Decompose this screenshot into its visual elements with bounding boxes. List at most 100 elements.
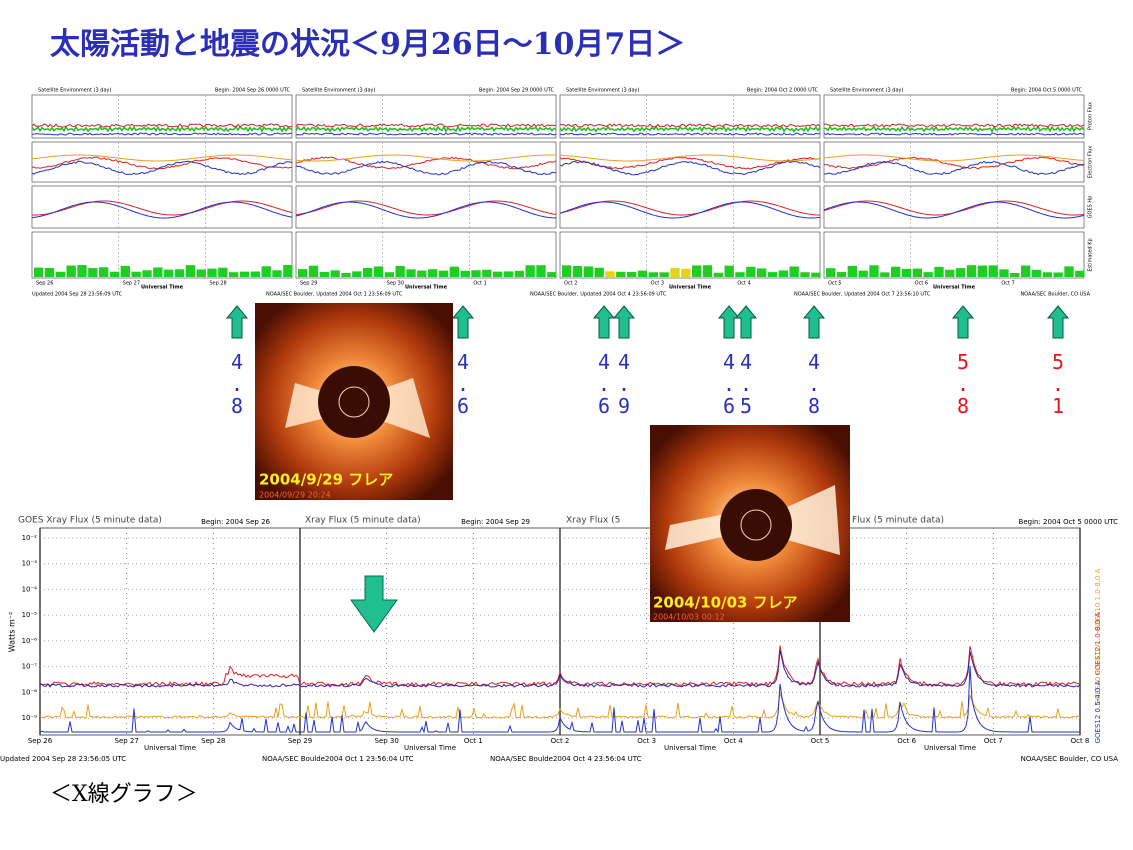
x-tick-label: Sep 26	[36, 281, 53, 287]
kp-bar	[330, 270, 340, 277]
hp-field	[295, 200, 557, 216]
subplot-frame	[559, 141, 821, 183]
kp-bar	[218, 267, 228, 277]
hp-field	[559, 200, 820, 216]
updated-note: NOAA/SEC Boulder, Updated 2004 Oct 7 23:…	[794, 292, 931, 298]
kp-bar	[724, 265, 734, 277]
kp-bar	[800, 272, 810, 277]
electron-flux	[295, 154, 557, 162]
kp-bar	[789, 266, 799, 277]
legend-entry: GOES12 1.0-8.0 A	[1094, 612, 1102, 675]
kp-bar	[977, 265, 987, 277]
up-arrow	[951, 305, 975, 339]
proton-flux	[295, 124, 557, 134]
kp-bar	[583, 266, 593, 277]
x-tick-label: Sep 29	[300, 281, 317, 287]
kp-bar	[869, 265, 879, 277]
kp-bar	[945, 269, 955, 277]
panel-title: Xray Flux (5 minute data)	[305, 516, 421, 526]
magnitude-label: 4.5	[734, 350, 758, 416]
proton-flux	[559, 132, 821, 136]
x-axis-label: Universal Time	[404, 744, 456, 752]
event-arrows	[225, 305, 1070, 339]
panel-title: Satellite Environment (3 day)	[38, 88, 112, 94]
x-tick-label: Oct 4	[724, 737, 743, 745]
panel-title: Satellite Environment (3 day)	[302, 88, 376, 94]
kp-bar	[341, 272, 351, 277]
image-caption: 2004/10/03 フレア	[653, 594, 798, 612]
updated-note: NOAA/SEC Boulder, Updated 2004 Oct 1 23:…	[266, 292, 403, 298]
sun-outline	[338, 386, 370, 418]
legend-entry: GOES12 0.5-4.0 A	[1094, 680, 1102, 743]
subplot-frame	[31, 185, 293, 229]
x-tick-label: Sep 30	[387, 281, 404, 287]
subplot-frame	[559, 231, 821, 279]
electron-flux	[823, 160, 1085, 176]
kp-bar	[438, 270, 449, 277]
kp-bar	[858, 270, 868, 277]
proton-flux	[295, 132, 557, 136]
panel-begin: Begin: 2004 Sep 29	[461, 518, 530, 526]
kp-bar	[153, 267, 163, 277]
updated-note: NOAA/SEC Boulde2004 Oct 4 23:56:04 UTC	[490, 755, 642, 763]
up-arrow	[592, 305, 616, 339]
magnitude-label: 4.6	[717, 350, 741, 416]
hp-field	[32, 200, 293, 216]
kp-bar	[319, 271, 329, 277]
kp-bar	[616, 271, 626, 277]
subplot-frame	[823, 185, 1085, 229]
kp-bar	[229, 272, 239, 277]
x-tick-label: Oct 6	[897, 737, 916, 745]
x-axis-label: Universal Time	[924, 744, 976, 752]
updated-note: NOAA/SEC Boulder, Updated 2004 Oct 4 23:…	[530, 292, 667, 298]
kp-bar	[912, 268, 922, 277]
kp-bar	[373, 266, 384, 277]
panel-begin: Begin: 2004 Oct 5 0000 UTC	[1011, 88, 1083, 94]
kp-bar	[594, 267, 604, 277]
kp-bar	[272, 270, 282, 277]
kp-bar	[384, 272, 394, 277]
x-tick-label: Sep 29	[288, 737, 312, 745]
kp-bar	[847, 265, 857, 277]
kp-bar	[471, 270, 481, 277]
down-arrow	[350, 575, 398, 633]
kp-bar	[449, 266, 459, 277]
kp-bar	[692, 265, 702, 277]
kp-bar	[1021, 265, 1031, 277]
y-tick-label: 10⁻⁴	[22, 585, 38, 593]
kp-bar	[308, 265, 319, 277]
kp-bar	[363, 267, 373, 277]
subplot-frame	[559, 185, 821, 229]
x-axis-label: Universal Time	[669, 285, 712, 291]
x-tick-label: Oct 6	[915, 281, 928, 287]
kp-bar	[298, 269, 308, 277]
kp-bar	[503, 271, 514, 277]
panel-begin: Begin: 2004 Sep 26 0000 UTC	[215, 88, 291, 94]
updated-note: Updated 2004 Sep 28 23:56:09 UTC	[32, 292, 123, 298]
kp-bar	[44, 267, 55, 277]
kp-bar	[746, 266, 756, 277]
panel-title: GOES Xray Flux (5 minute data)	[18, 516, 162, 526]
kp-bar	[261, 266, 271, 277]
up-arrow	[451, 305, 475, 339]
kp-bar	[891, 266, 901, 277]
kp-bar	[966, 265, 977, 277]
subplot-frame	[31, 231, 293, 279]
up-arrow	[717, 305, 741, 339]
panel-title: Satellite Environment (3 day)	[830, 88, 904, 94]
subplot-frame	[31, 94, 293, 139]
subplot-frame	[31, 141, 293, 183]
y-tick-label: 10⁻³	[22, 560, 38, 568]
kp-bar	[77, 265, 87, 277]
magnitude-label: 4.8	[225, 350, 249, 416]
image-timestamp: 2004/10/03 00:12	[653, 613, 725, 622]
kp-bar	[956, 268, 966, 277]
kp-bar	[250, 271, 260, 277]
proton-flux	[559, 125, 821, 133]
kp-bar	[572, 266, 583, 277]
up-arrow	[225, 305, 249, 339]
updated-note: NOAA/SEC Boulde2004 Oct 1 23:56:04 UTC	[262, 755, 414, 763]
kp-bar	[923, 272, 933, 277]
image-caption: 2004/9/29 フレア	[259, 471, 393, 489]
